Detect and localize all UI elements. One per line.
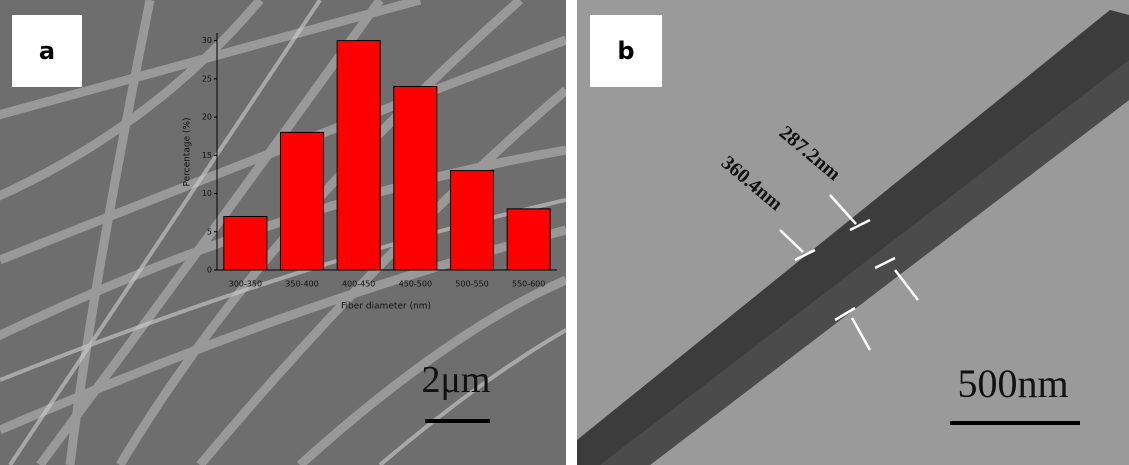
- bar: [450, 171, 493, 270]
- bar: [224, 216, 267, 270]
- x-tick-label: 400-450: [342, 280, 375, 289]
- bar: [507, 209, 550, 270]
- y-tick-label: 5: [207, 227, 212, 236]
- y-tick-label: 0: [207, 266, 212, 275]
- y-tick-label: 20: [202, 113, 212, 122]
- scale-bar-label: 2μm: [422, 359, 491, 401]
- x-tick-label: 350-400: [285, 280, 318, 289]
- bar: [394, 87, 437, 270]
- x-tick-label: 450-500: [399, 280, 432, 289]
- figure: a b 2μm 500nm 287.2nm 360.4nm Fiber diam…: [0, 0, 1129, 465]
- bar: [337, 41, 380, 270]
- x-axis-label: Fiber diameter (nm): [341, 302, 431, 312]
- y-tick-label: 30: [202, 36, 212, 45]
- y-axis-label: Percentage (%): [183, 117, 193, 186]
- x-tick-label: 500-550: [455, 280, 488, 289]
- x-tick-label: 300-350: [229, 280, 262, 289]
- panel-label: a: [39, 37, 55, 65]
- scale-bar-label: 500nm: [957, 361, 1068, 406]
- bar: [280, 132, 323, 270]
- y-tick-label: 10: [202, 189, 212, 198]
- y-tick-label: 15: [202, 151, 212, 160]
- x-tick-label: 550-600: [512, 280, 545, 289]
- y-tick-label: 25: [202, 74, 212, 83]
- panel-label: b: [617, 37, 634, 65]
